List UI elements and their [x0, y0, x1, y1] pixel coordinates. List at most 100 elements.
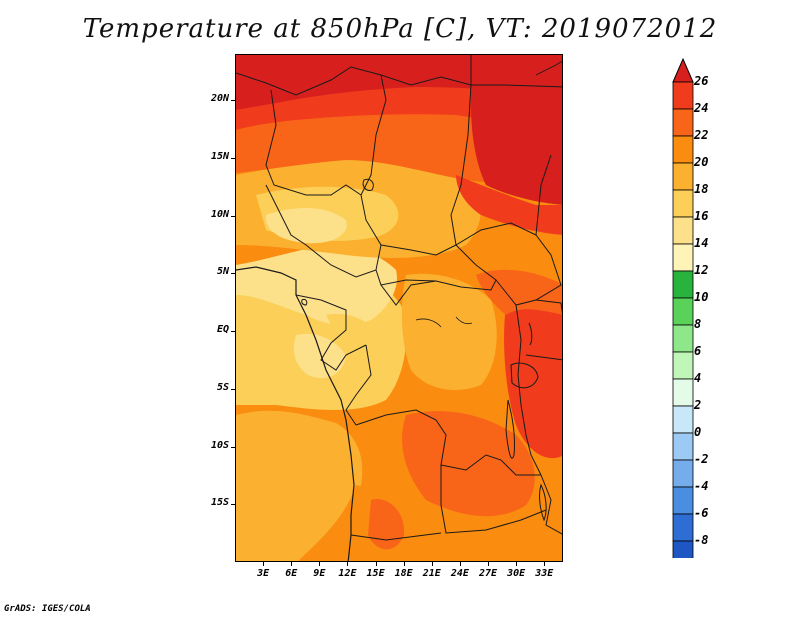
border-tanzania — [525, 354, 562, 361]
colorbar-swatch — [672, 81, 694, 110]
x-tick-mark — [544, 562, 546, 566]
x-tick-label: 18E — [394, 568, 413, 579]
y-tick-mark — [231, 504, 235, 506]
colorbar-label: -8 — [694, 533, 709, 547]
colorbar-label: 4 — [694, 371, 702, 385]
river-congo — [415, 318, 442, 328]
temp-field-24-sudan-edge — [456, 175, 562, 235]
y-tick-mark — [231, 331, 235, 333]
map-panel — [235, 54, 563, 562]
country-borders — [236, 55, 562, 561]
colorbar-swatch — [672, 486, 694, 515]
x-tick-mark — [375, 562, 377, 566]
lake-chad — [362, 178, 374, 191]
x-tick-mark — [459, 562, 461, 566]
x-tick-mark — [263, 562, 265, 566]
coastline-gulf-of-guinea — [236, 266, 355, 561]
colorbar-label: 22 — [694, 128, 709, 142]
x-tick-label: 3E — [257, 568, 270, 579]
colorbar-label: 8 — [694, 317, 702, 331]
y-tick-mark — [231, 157, 235, 159]
temperature-field-map — [236, 55, 562, 561]
lake-malawi — [539, 483, 547, 522]
x-tick-label: 15E — [366, 568, 385, 579]
colorbar-swatch — [672, 135, 694, 164]
colorbar-swatch — [672, 189, 694, 218]
x-tick-mark — [347, 562, 349, 566]
colorbar-label: 18 — [694, 182, 709, 196]
colorbar-swatch — [672, 162, 694, 191]
border-car — [375, 244, 497, 291]
y-tick-label: 15N — [210, 150, 229, 162]
border-angola-namibia — [350, 532, 442, 541]
y-tick-label: EQ — [216, 324, 229, 336]
x-tick-label: 21E — [422, 568, 441, 579]
river-ubangi — [455, 316, 473, 325]
colorbar-label: 24 — [694, 101, 709, 115]
lake-victoria-west — [510, 362, 539, 389]
y-tick-mark — [231, 215, 235, 217]
colorbar-swatch — [672, 378, 694, 407]
y-tick-label: 5N — [216, 266, 229, 278]
border-south-sudan — [455, 222, 562, 306]
colorbar-label: -2 — [694, 452, 709, 466]
x-tick-mark — [403, 562, 405, 566]
temp-field-26-sudan — [471, 55, 562, 205]
y-tick-label: 10N — [210, 208, 229, 220]
border-sudan-egypt — [470, 55, 562, 88]
border-chad-sudan — [450, 84, 472, 246]
temp-field-18-drc — [401, 273, 497, 390]
colorbar-label: 2 — [694, 398, 702, 412]
colorbar-label: 26 — [694, 74, 709, 88]
temp-field-16-18-southwest — [236, 410, 363, 561]
x-tick-mark — [319, 562, 321, 566]
colorbar-swatch — [672, 351, 694, 380]
colorbar-swatch — [672, 405, 694, 434]
temp-field-14-cameroon — [265, 208, 347, 244]
y-tick-mark — [231, 100, 235, 102]
colorbar-label: -4 — [694, 479, 709, 493]
y-tick-mark — [231, 446, 235, 448]
x-tick-mark — [516, 562, 518, 566]
colorbar-swatch — [672, 432, 694, 461]
temp-field-22-southern-patch — [368, 499, 405, 550]
colorbar-swatch — [672, 540, 694, 558]
colorbar-swatch — [672, 297, 694, 326]
x-tick-label: 12E — [338, 568, 357, 579]
y-tick-mark — [231, 388, 235, 390]
colorbar-swatch — [672, 459, 694, 488]
colorbar-label: 12 — [694, 263, 709, 277]
colorbar-label: 6 — [694, 344, 702, 358]
colorbar-label: 10 — [694, 290, 709, 304]
border-sahara-north — [236, 66, 472, 96]
y-tick-label: 20N — [210, 93, 229, 105]
colorbar-swatch — [672, 513, 694, 542]
border-drc-east — [515, 304, 542, 476]
border-nigeria-niger — [265, 89, 362, 196]
x-tick-label: 24E — [450, 568, 469, 579]
border-red-sea — [535, 60, 562, 76]
temp-field-24-east-africa — [504, 299, 562, 459]
x-tick-label: 30E — [507, 568, 526, 579]
y-tick-label: 5S — [216, 381, 229, 393]
temp-field-14-gabon — [293, 333, 346, 379]
x-tick-mark — [488, 562, 490, 566]
x-tick-mark — [431, 562, 433, 566]
temp-field-16-ubangi — [326, 313, 386, 365]
x-tick-mark — [291, 562, 293, 566]
border-uganda-kenya — [535, 299, 562, 315]
colorbar-label: -6 — [694, 506, 709, 520]
y-tick-label: 15S — [210, 497, 229, 509]
border-cameroon — [265, 184, 382, 278]
grads-credit: GrADS: IGES/COLA — [4, 604, 91, 614]
temp-field-22-southeast — [402, 411, 535, 517]
colorbar-label: 20 — [694, 155, 709, 169]
colorbar-label: 0 — [694, 425, 702, 439]
colorbar-swatch — [672, 243, 694, 272]
lake-albert — [528, 322, 533, 346]
colorbar — [672, 58, 694, 558]
x-tick-label: 9E — [313, 568, 326, 579]
colorbar-label: 16 — [694, 209, 709, 223]
lake-tanganyika — [505, 399, 515, 459]
y-tick-label: 10S — [210, 439, 229, 451]
